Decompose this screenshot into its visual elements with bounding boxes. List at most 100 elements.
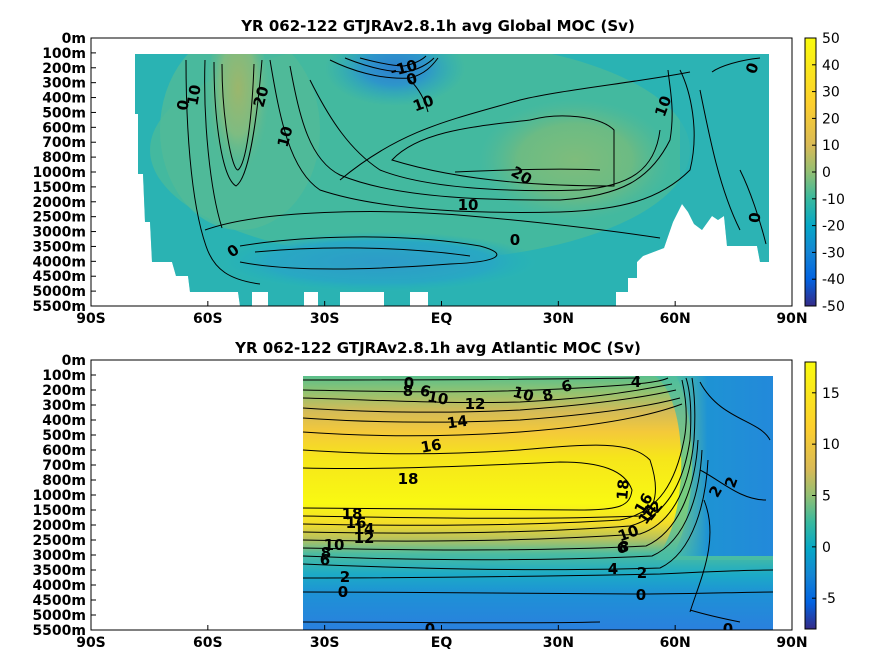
contour-label: 6: [617, 539, 627, 557]
y-tick-label: 2500m: [32, 533, 86, 549]
contour-label: 20: [250, 84, 273, 109]
colorbar-tick-label: -40: [822, 272, 845, 288]
contour-label: 0: [746, 212, 765, 224]
y-tick-label: 400m: [42, 413, 86, 429]
contour-label: 0: [404, 374, 414, 392]
y-tick-label: 100m: [42, 368, 86, 384]
contour-label: 0: [425, 620, 435, 638]
colorbar-tick-label: -10: [822, 192, 845, 208]
contour-label: 0: [404, 69, 419, 89]
x-tick-label: 60S: [193, 311, 223, 327]
y-tick-label: 300m: [42, 76, 86, 92]
y-tick-label: 4500m: [32, 269, 86, 285]
y-tick-label: 700m: [42, 135, 86, 151]
y-tick-label: 100m: [42, 46, 86, 62]
colorbar-tick-label: -50: [822, 299, 845, 315]
atlantic-moc-field: 0 6 8 10 12 14 16 18 10 8 6 4 18 16 14 1…: [302, 373, 774, 638]
contour-label: 10: [183, 83, 204, 107]
y-tick-label: 5500m: [32, 299, 86, 315]
contour-label: 12: [354, 529, 375, 547]
contour-label: 14: [446, 412, 469, 433]
y-tick-label: 3500m: [32, 563, 86, 579]
contour-label: 2: [637, 564, 647, 582]
global-moc-field: -10 0 10 20 10 0 10 10 20 10 0 0 0 0: [91, 38, 792, 306]
contour-label: 10: [511, 383, 536, 406]
x-tick-label: 90S: [76, 635, 106, 651]
y-tick-label: 2000m: [32, 518, 86, 534]
y-tick-label: 4500m: [32, 593, 86, 609]
atlantic-title: YR 062-122 GTJRAv2.8.1h avg Atlantic MOC…: [234, 339, 641, 357]
y-tick-label: 4000m: [32, 578, 86, 594]
contour-label: 0: [510, 231, 520, 249]
x-tick-label: 30S: [310, 635, 340, 651]
contour-label: 8: [540, 385, 555, 405]
colorbar-tick-label: -5: [822, 591, 836, 607]
contour-label: 4: [631, 373, 641, 391]
y-tick-label: 500m: [42, 105, 86, 121]
y-tick-label: 1000m: [32, 165, 86, 181]
y-tick-label: 200m: [42, 383, 86, 399]
y-tick-label: 3000m: [32, 225, 86, 241]
colorbar-tick-label: 10: [822, 138, 840, 154]
colorbar-tick-label: 50: [822, 31, 840, 47]
y-tick-label: 200m: [42, 61, 86, 77]
contour-label: 4: [608, 560, 618, 578]
global-colorbar-ticks: 50 40 30 20 10 0 -10 -20 -30 -40 -50: [812, 31, 845, 315]
contour-label: 14: [354, 520, 375, 538]
y-tick-label: 0m: [62, 31, 86, 47]
y-tick-label: 5000m: [32, 284, 86, 300]
y-tick-label: 400m: [42, 91, 86, 107]
colorbar-tick-label: 30: [822, 85, 840, 101]
x-tick-label: 30N: [543, 635, 574, 651]
colorbar-tick-label: -30: [822, 245, 845, 261]
contour-label: 0: [338, 583, 348, 601]
contour-label: 0: [173, 98, 193, 111]
y-tick-label: 1500m: [32, 180, 86, 196]
contour-label: 10: [324, 536, 345, 554]
atlantic-y-axis: 0m100m200m300m400m500m600m700m800m1000m1…: [32, 353, 96, 639]
y-tick-label: 600m: [42, 443, 86, 459]
global-x-axis: 90S 60S 30S EQ 30N 60N 90N: [76, 301, 808, 327]
y-tick-label: 1000m: [32, 488, 86, 504]
colorbar-tick-label: 0: [822, 165, 831, 181]
contour-label: 10: [426, 387, 450, 408]
atlantic-contours: [302, 377, 774, 624]
contour-label: 18: [342, 505, 363, 523]
y-tick-label: 2000m: [32, 195, 86, 211]
colorbar-tick-label: 40: [822, 58, 840, 74]
contour-label: 8: [403, 382, 413, 400]
colorbar-tick-label: -20: [822, 219, 845, 235]
x-tick-label: 60S: [193, 635, 223, 651]
x-tick-label: 60N: [660, 635, 691, 651]
contour-label: 0: [636, 586, 646, 604]
atlantic-x-axis: 90S 60S 30S EQ 30N 60N 90N: [76, 625, 808, 651]
contour-label: 8: [321, 544, 331, 562]
colorbar-tick-label: 0: [822, 540, 831, 556]
y-tick-label: 800m: [42, 473, 86, 489]
contour-label: 10: [274, 124, 297, 149]
colorbar-tick-label: 20: [822, 111, 840, 127]
contour-label: 6: [320, 551, 330, 569]
x-tick-label: 90N: [776, 311, 807, 327]
contour-label: 2: [340, 568, 350, 586]
y-tick-label: 3000m: [32, 548, 86, 564]
colorbar-tick-label: 15: [822, 386, 840, 402]
contour-label: 10: [458, 196, 479, 214]
y-tick-label: 3500m: [32, 239, 86, 255]
x-tick-label: 90S: [76, 311, 106, 327]
y-tick-label: 600m: [42, 120, 86, 136]
y-tick-label: 4000m: [32, 254, 86, 270]
contour-label: 12: [465, 395, 486, 413]
y-tick-label: 300m: [42, 398, 86, 414]
y-tick-label: 700m: [42, 458, 86, 474]
y-tick-label: 0m: [62, 353, 86, 369]
colorbar-tick-label: 10: [822, 437, 840, 453]
colorbar-tick-label: 5: [822, 489, 831, 505]
atlantic-colorbar-ticks: 15 10 5 0 -5: [812, 386, 840, 607]
global-title: YR 062-122 GTJRAv2.8.1h avg Global MOC (…: [240, 17, 635, 35]
contour-label: 6: [559, 376, 574, 396]
contour-label: 8: [619, 538, 629, 556]
global-y-axis: 0m100m200m300m400m500m600m700m800m1000m1…: [32, 31, 96, 315]
y-tick-label: 5500m: [32, 623, 86, 639]
